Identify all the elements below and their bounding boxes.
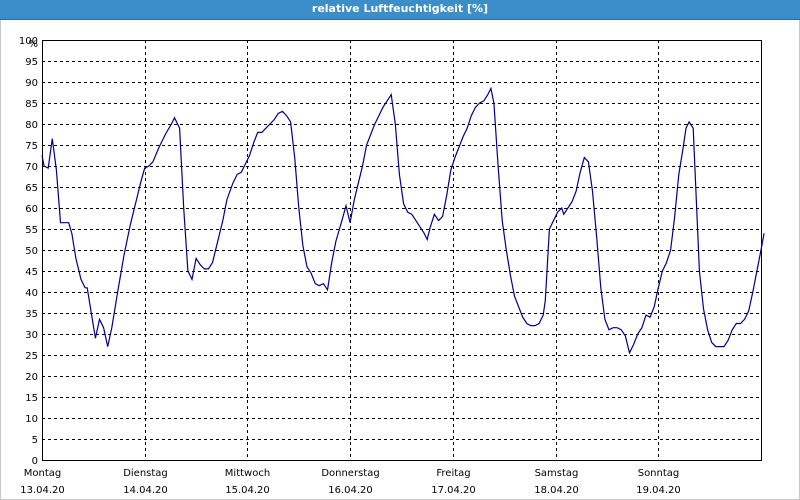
x-tick-day-name: Sonntag: [638, 468, 680, 479]
x-tick-day-name: Freitag: [436, 468, 470, 479]
humidity-series-line: [41, 86, 765, 355]
x-tick-date: 13.04.20: [20, 485, 65, 496]
y-tick-label: 55: [25, 225, 38, 236]
y-tick-label: 90: [25, 78, 38, 89]
x-tick-day-name: Mittwoch: [225, 468, 270, 479]
y-tick-label: 80: [25, 120, 38, 131]
x-tick-day-name: Montag: [24, 468, 61, 479]
grid-lines: [42, 40, 761, 460]
y-tick-labels: 0 5 10 15 20 25 30 35 40 45 50 55 60 65 70 75 80 85 90 95 10…: [19, 36, 38, 467]
x-tick-day-name: Dienstag: [123, 468, 168, 479]
y-tick-label: 95: [25, 57, 38, 68]
y-unit-label: %: [28, 39, 38, 50]
x-tick-date: 18.04.20: [534, 485, 579, 496]
x-tick-date: 17.04.20: [431, 485, 476, 496]
chart-title-bar: relative Luftfeuchtigkeit [%]: [0, 0, 800, 20]
y-tick-label: 15: [25, 393, 38, 404]
x-tick-date: 16.04.20: [328, 485, 373, 496]
x-tick-date: 19.04.20: [636, 485, 681, 496]
x-tick-labels: Montag 13.04.20 Dienstag 14.04.20 Mittwoch 15…: [20, 468, 681, 496]
y-tick-label: 65: [25, 183, 38, 194]
x-tick-date: 14.04.20: [123, 485, 168, 496]
y-tick-label: 50: [25, 246, 38, 257]
y-tick-label: 30: [25, 330, 38, 341]
x-tick-date: 15.04.20: [225, 485, 270, 496]
y-tick-label: 5: [32, 435, 38, 446]
y-tick-label: 40: [25, 288, 38, 299]
chart-title: relative Luftfeuchtigkeit [%]: [311, 2, 489, 15]
y-tick-label: 35: [25, 309, 38, 320]
y-tick-label: 75: [25, 141, 38, 152]
y-tick-label: 60: [25, 204, 38, 215]
y-tick-label: 100: [19, 36, 38, 47]
y-tick-label: 10: [25, 414, 38, 425]
y-tick-label: 85: [25, 99, 38, 110]
y-tick-label: 25: [25, 351, 38, 362]
y-tick-label: 45: [25, 267, 38, 278]
x-tick-day-name: Samstag: [535, 468, 579, 479]
y-tick-label: 20: [25, 372, 38, 383]
y-tick-label: 70: [25, 162, 38, 173]
x-tick-day-name: Donnerstag: [321, 468, 379, 479]
y-tick-label: 0: [32, 456, 38, 467]
